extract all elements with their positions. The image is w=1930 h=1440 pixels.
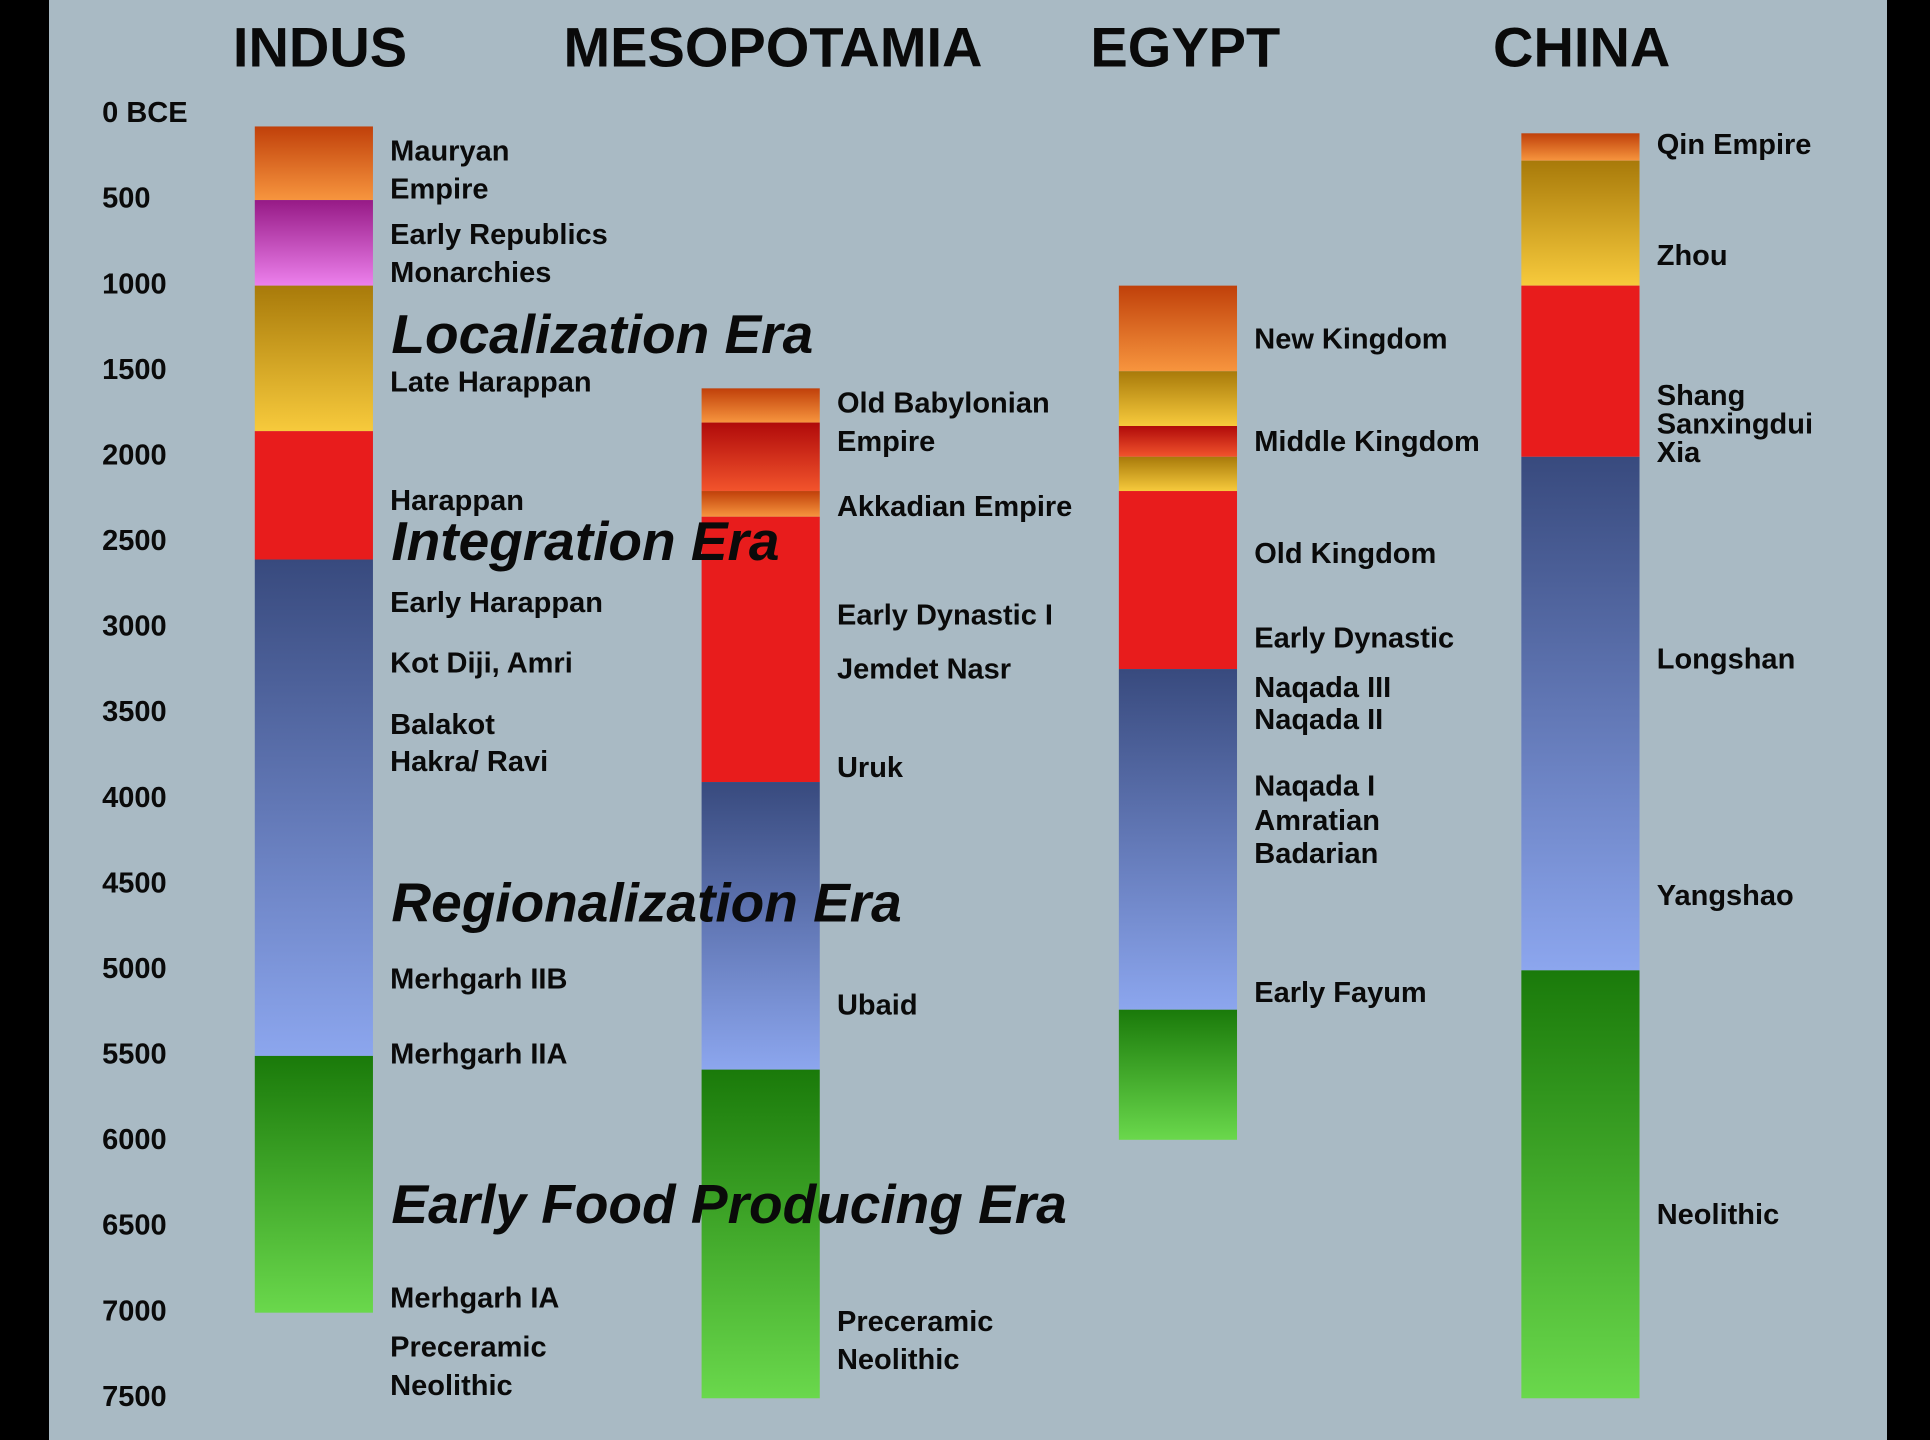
period-bar [701, 388, 820, 423]
period-bar [1118, 426, 1238, 457]
period-label: Old Kingdom [1254, 538, 1436, 570]
period-label: Jemdet Nasr [837, 653, 1011, 685]
period-label: Empire [390, 173, 488, 205]
period-bar [254, 285, 373, 432]
period-label: Naqada II [1254, 704, 1383, 736]
period-label: Empire [837, 426, 935, 458]
period-bar [254, 559, 373, 1056]
period-bar [1118, 491, 1238, 670]
period-label: Merhgarh IA [390, 1282, 559, 1314]
period-label: Neolithic [1657, 1199, 1779, 1231]
period-label: Badarian [1254, 838, 1378, 870]
period-label: Preceramic [837, 1306, 993, 1338]
period-bar [701, 782, 820, 1070]
y-tick-label: 3000 [102, 611, 167, 643]
period-bar [1118, 285, 1238, 372]
period-bar [1118, 1009, 1238, 1140]
period-label: Early Dynastic [1254, 623, 1454, 655]
y-tick-label: 3500 [102, 696, 167, 728]
column-header: CHINA [1493, 15, 1670, 78]
period-label: Longshan [1657, 644, 1796, 676]
period-bar [701, 516, 820, 783]
period-bar [1521, 970, 1640, 1399]
period-label: Yangshao [1657, 880, 1794, 912]
period-label: Mauryan [390, 135, 509, 167]
period-label: Amratian [1254, 805, 1380, 837]
y-tick-label: 500 [102, 183, 150, 215]
period-label: Neolithic [837, 1344, 959, 1376]
period-label: Xia [1657, 437, 1701, 469]
period-bar [1521, 285, 1640, 457]
column-header: EGYPT [1090, 15, 1280, 78]
period-label: Kot Diji, Amri [390, 647, 573, 679]
period-label: Zhou [1657, 240, 1728, 272]
period-bar [254, 1055, 373, 1313]
period-label: Early Republics [390, 219, 608, 251]
period-label: Merhgarh IIA [390, 1039, 567, 1071]
period-bar [254, 126, 373, 201]
period-bar [1118, 456, 1238, 492]
period-label: Naqada I [1254, 770, 1375, 802]
y-tick-label: 4500 [102, 867, 167, 899]
period-bar [701, 491, 820, 517]
period-bar [254, 431, 373, 560]
y-tick-label: 7500 [102, 1381, 167, 1413]
y-tick-label: 5500 [102, 1039, 167, 1071]
era-label: Localization Era [391, 303, 813, 365]
y-tick-label: 2500 [102, 525, 167, 557]
period-label: Preceramic [390, 1332, 546, 1364]
period-label: Late Harappan [390, 367, 591, 399]
y-tick-label: 2000 [102, 439, 167, 471]
period-label: Hakra/ Ravi [390, 746, 548, 778]
period-label: Sanxingdui [1657, 409, 1813, 441]
period-label: Harappan [390, 485, 524, 517]
column-header: INDUS [233, 15, 407, 78]
y-tick-label: 1000 [102, 268, 167, 300]
period-label: Ubaid [837, 990, 918, 1022]
period-bar [1118, 371, 1238, 427]
y-tick-label: 6500 [102, 1210, 167, 1242]
period-label: Akkadian Empire [837, 491, 1072, 523]
period-label: Old Babylonian [837, 388, 1050, 420]
period-bar [1118, 669, 1238, 1010]
y-tick-label: 7000 [102, 1295, 167, 1327]
era-label: Early Food Producing Era [391, 1173, 1066, 1235]
period-label: Balakot [390, 709, 495, 741]
y-tick-label: 6000 [102, 1124, 167, 1156]
period-bar [1521, 133, 1640, 161]
period-label: Shang [1657, 380, 1746, 412]
period-label: Monarchies [390, 257, 551, 289]
y-tick-label: 0 BCE [102, 97, 187, 129]
period-label: Uruk [837, 752, 904, 784]
era-label: Integration Era [391, 510, 779, 572]
column-header: MESOPOTAMIA [564, 15, 983, 78]
y-tick-label: 4000 [102, 782, 167, 814]
period-label: Naqada III [1254, 672, 1391, 704]
era-label: Regionalization Era [391, 872, 901, 934]
period-bar [254, 200, 373, 286]
period-label: New Kingdom [1254, 324, 1447, 356]
period-label: Neolithic [390, 1370, 512, 1402]
period-label: Qin Empire [1657, 129, 1812, 161]
period-label: Middle Kingdom [1254, 426, 1480, 458]
period-bar [701, 422, 820, 492]
period-label: Early Dynastic I [837, 599, 1053, 631]
y-tick-label: 5000 [102, 953, 167, 985]
period-label: Merhgarh IIB [390, 964, 567, 996]
period-label: Early Fayum [1254, 977, 1426, 1009]
period-bar [701, 1069, 820, 1399]
y-tick-label: 1500 [102, 354, 167, 386]
period-label: Early Harappan [390, 587, 603, 619]
period-bar [1521, 160, 1640, 286]
period-bar [1521, 456, 1640, 971]
